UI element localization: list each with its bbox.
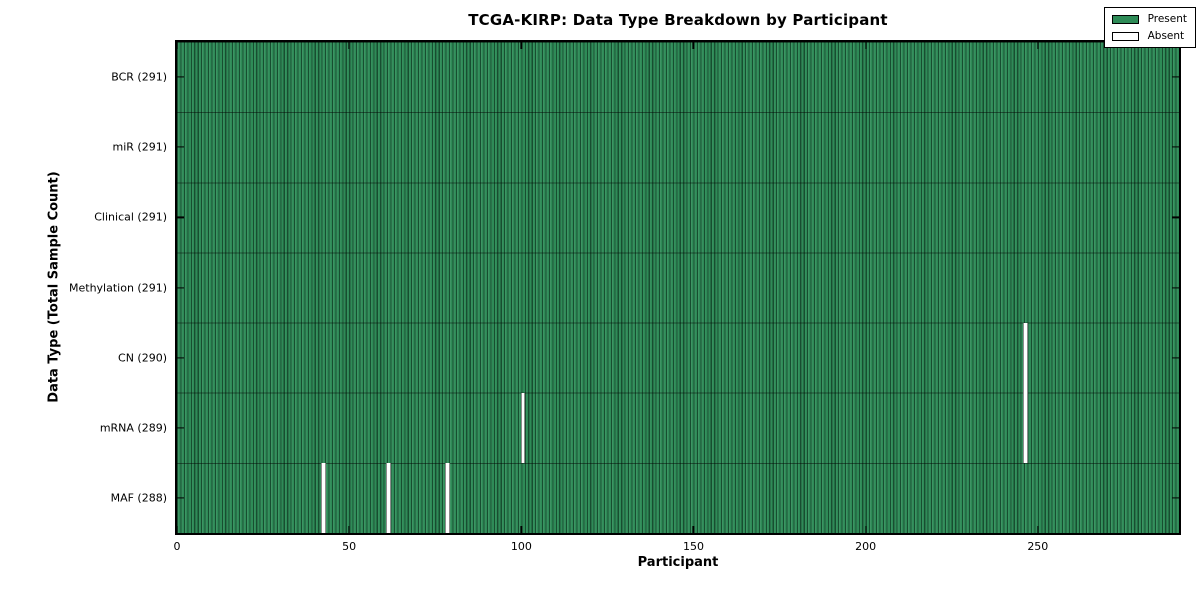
legend-swatch-absent-icon <box>1111 31 1139 41</box>
y-tick-label-BCR: BCR (291) <box>111 70 167 84</box>
absent-bar-mRNA-246 <box>1023 392 1029 463</box>
plot-area <box>175 40 1181 535</box>
y-tick-left-mRNA <box>177 427 184 429</box>
x-tick-label-200: 200 <box>855 540 877 553</box>
x-tick-label-250: 250 <box>1027 540 1049 553</box>
legend-label-present: Present <box>1147 13 1187 25</box>
y-tick-left-CN <box>177 357 184 359</box>
x-tick-bottom-50 <box>348 526 350 533</box>
y-tick-left-miR <box>177 146 184 148</box>
y-tick-label-Methylation: Methylation (291) <box>69 281 167 294</box>
x-tick-label-50: 50 <box>342 540 357 553</box>
x-tick-label-0: 0 <box>173 540 181 553</box>
y-tick-left-Methylation <box>177 286 184 289</box>
y-tick-label-mRNA: mRNA (289) <box>99 421 167 435</box>
chart-title: TCGA-KIRP: Data Type Breakdown by Partic… <box>468 11 888 29</box>
y-tick-right-miR <box>1172 146 1179 148</box>
y-tick-right-BCR <box>1172 76 1179 78</box>
absent-bar-CN-246 <box>1023 322 1029 393</box>
x-tick-top-100 <box>520 42 522 49</box>
y-axis-label: Data Type (Total Sample Count) <box>46 171 62 403</box>
y-tick-label-miR: miR (291) <box>112 140 168 154</box>
absent-bar-MAF-42 <box>321 462 326 533</box>
absent-bar-MAF-61 <box>386 462 392 533</box>
x-tick-label-150: 150 <box>682 540 704 553</box>
x-tick-top-50 <box>348 42 350 49</box>
x-tick-bottom-100 <box>520 526 522 533</box>
x-tick-bottom-0 <box>176 526 178 533</box>
absent-bar-mRNA-100 <box>520 392 526 463</box>
x-tick-bottom-150 <box>692 526 695 533</box>
x-tick-top-0 <box>176 42 178 49</box>
x-tick-label-100: 100 <box>510 540 532 553</box>
x-tick-top-250 <box>1037 42 1039 49</box>
y-tick-right-mRNA <box>1172 427 1179 429</box>
y-tick-label-CN: CN (290) <box>118 351 167 365</box>
x-axis-label: Participant <box>637 555 719 570</box>
y-tick-right-CN <box>1172 357 1179 359</box>
legend-swatch-present-icon <box>1111 14 1139 24</box>
x-tick-bottom-200 <box>865 526 867 533</box>
y-tick-right-MAF <box>1172 497 1179 499</box>
y-tick-label-Clinical: Clinical (291) <box>94 210 167 224</box>
legend: Present Absent <box>1103 7 1196 48</box>
y-tick-right-Methylation <box>1172 286 1179 289</box>
absent-bar-MAF-78 <box>444 462 450 533</box>
y-tick-left-Clinical <box>177 216 184 218</box>
x-tick-top-200 <box>865 42 867 49</box>
y-tick-left-MAF <box>177 497 184 499</box>
y-tick-label-MAF: MAF (288) <box>110 491 167 505</box>
legend-item-absent: Absent <box>1111 30 1187 42</box>
legend-label-absent: Absent <box>1147 30 1185 42</box>
x-tick-top-150 <box>692 42 695 49</box>
legend-item-present: Present <box>1111 13 1187 25</box>
y-tick-right-Clinical <box>1172 216 1179 218</box>
x-tick-bottom-250 <box>1037 526 1039 533</box>
y-tick-left-BCR <box>177 76 184 78</box>
